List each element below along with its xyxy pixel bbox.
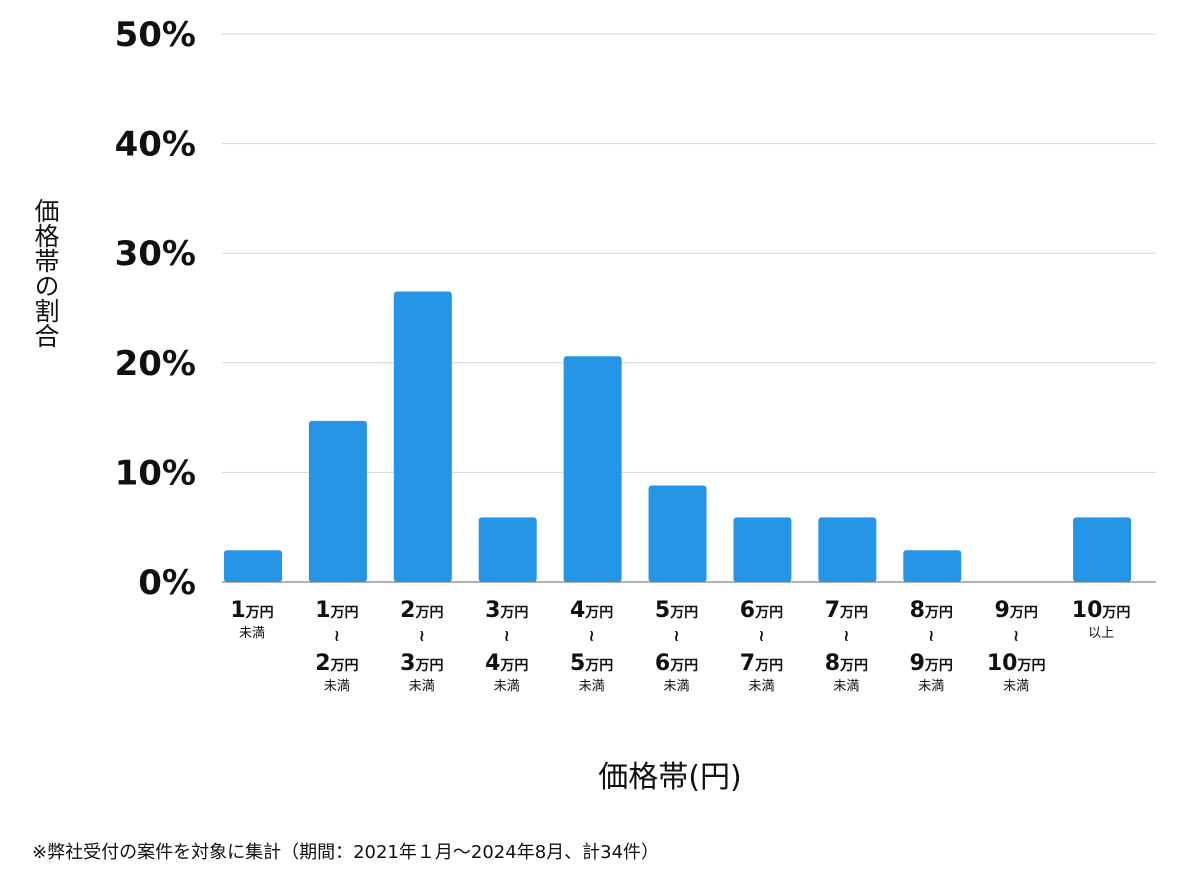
- y-axis-label: 価格帯の割合: [31, 198, 60, 348]
- x-tick-label: 6万円: [655, 651, 698, 676]
- y-tick-label: 10%: [115, 453, 196, 493]
- x-tick-note: 未満: [409, 679, 435, 694]
- x-tick-label: 10万円: [1072, 598, 1131, 623]
- bar: [818, 517, 877, 582]
- x-tick-range-separator: ≀: [758, 626, 764, 645]
- x-tick-label: 8万円: [825, 651, 868, 676]
- x-tick-label: 5万円: [655, 598, 698, 623]
- x-tick-label: 2万円: [315, 651, 358, 676]
- y-tick-label: 30%: [115, 234, 196, 274]
- x-tick-note: 未満: [1003, 679, 1029, 694]
- x-tick-range-separator: ≀: [589, 626, 595, 645]
- x-tick-note: 未満: [494, 679, 520, 694]
- x-tick-note: 未満: [748, 679, 774, 694]
- y-tick-label: 50%: [115, 15, 196, 55]
- x-tick-note: 未満: [664, 679, 690, 694]
- x-tick-range-separator: ≀: [419, 626, 425, 645]
- x-tick-label: 4万円: [570, 598, 613, 623]
- x-tick-label: 3万円: [400, 651, 443, 676]
- x-tick-label: 3万円: [485, 598, 528, 623]
- x-tick-label: 7万円: [740, 651, 783, 676]
- x-tick-note: 未満: [324, 679, 350, 694]
- x-tick-note: 未満: [239, 626, 265, 641]
- y-tick-label: 0%: [138, 563, 196, 603]
- bar: [1073, 517, 1132, 582]
- x-tick-note: 未満: [579, 679, 605, 694]
- bar: [393, 291, 452, 582]
- x-tick-note: 以上: [1088, 626, 1114, 641]
- x-tick-label: 1万円: [315, 598, 358, 623]
- x-axis-label: 価格帯(円): [598, 760, 742, 795]
- y-tick-label: 40%: [115, 125, 196, 165]
- x-tick-label: 8万円: [910, 598, 953, 623]
- x-tick-label: 4万円: [485, 651, 528, 676]
- bar: [224, 550, 282, 582]
- x-tick-note: 未満: [918, 679, 944, 694]
- x-tick-range-separator: ≀: [928, 626, 934, 645]
- bar: [563, 356, 622, 582]
- x-tick-label: 10万円: [987, 651, 1046, 676]
- x-tick-range-separator: ≀: [504, 626, 510, 645]
- x-tick-note: 未満: [833, 679, 859, 694]
- x-tick-label: 2万円: [400, 598, 443, 623]
- x-tick-label: 9万円: [995, 598, 1038, 623]
- y-tick-label: 20%: [115, 344, 196, 384]
- bar: [648, 485, 707, 582]
- x-tick-label: 5万円: [570, 651, 613, 676]
- bar: [903, 550, 962, 582]
- x-tick-range-separator: ≀: [334, 626, 340, 645]
- x-tick-range-separator: ≀: [1013, 626, 1019, 645]
- footnote: ※弊社受付の案件を対象に集計（期間：2021年１月〜2024年8月、計34件）: [32, 842, 660, 863]
- x-tick-label: 1万円: [230, 598, 273, 623]
- bar: [733, 517, 792, 582]
- x-tick-label: 6万円: [740, 598, 783, 623]
- x-tick-label: 9万円: [910, 651, 953, 676]
- bar: [308, 420, 367, 582]
- bar: [478, 517, 537, 582]
- x-tick-range-separator: ≀: [843, 626, 849, 645]
- x-tick-label: 7万円: [825, 598, 868, 623]
- x-tick-range-separator: ≀: [674, 626, 680, 645]
